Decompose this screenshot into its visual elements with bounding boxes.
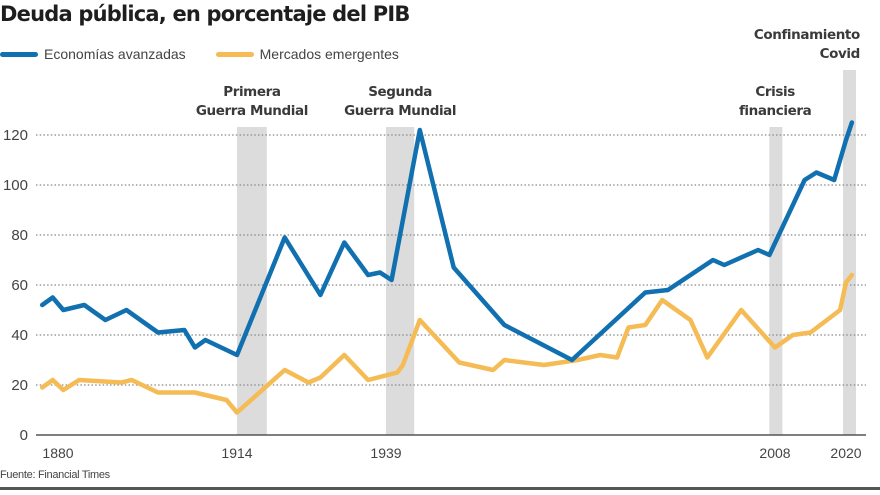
y-tick-label: 60 [11,277,28,294]
event-label: Crisis [755,84,795,100]
event-label: Confinamiento [754,27,860,43]
y-tick-label: 100 [3,177,28,194]
legend-swatch-emerging [215,51,254,57]
event-band [843,70,857,435]
y-tick-label: 80 [11,227,28,244]
x-tick-label: 1880 [42,445,73,461]
legend-swatch-advanced [0,51,38,57]
x-tick-label: 2020 [830,445,861,461]
event-label: Segunda [368,84,432,100]
chart-title: Deuda pública, en porcentaje del PIB [0,2,410,26]
y-tick-label: 40 [11,327,28,344]
series-line-emerging [39,272,855,415]
event-label: Covid [820,46,860,62]
event-band [769,127,783,435]
event-band [237,127,267,435]
event-label: financiera [739,103,812,119]
event-label: Primera [223,84,281,100]
legend-label-emerging: Mercados emergentes [259,46,399,62]
y-tick-label: 0 [20,427,28,444]
event-label: Guerra Mundial [344,103,456,119]
legend-item-advanced: Economías avanzadas [0,46,186,62]
event-label: Guerra Mundial [196,103,308,119]
bottom-divider [0,487,880,490]
legend-item-emerging: Mercados emergentes [215,46,399,62]
x-tick-label: 2008 [759,445,790,461]
y-tick-label: 20 [11,377,28,394]
y-tick-label: 120 [3,127,28,144]
source-note: Fuente: Financial Times [0,469,110,481]
legend: Economías avanzadas Mercados emergentes [0,46,429,62]
x-tick-label: 1939 [370,445,401,461]
x-tick-label: 1914 [221,445,252,461]
legend-label-advanced: Economías avanzadas [44,46,186,62]
series-line-advanced [39,120,855,363]
